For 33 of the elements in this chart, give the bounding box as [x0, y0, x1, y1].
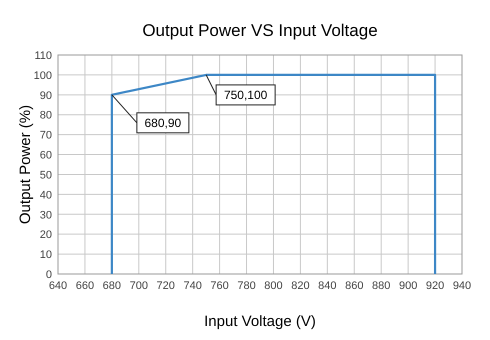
- y-tick-label: 70: [40, 130, 52, 142]
- y-tick-label: 0: [46, 269, 52, 281]
- x-tick-label: 720: [156, 280, 175, 292]
- y-tick-label: 10: [40, 249, 52, 262]
- x-tick-label: 820: [291, 280, 310, 292]
- x-axis-title: Input Voltage (V): [204, 313, 316, 330]
- y-axis-title: Output Power (%): [17, 104, 34, 224]
- x-tick-label: 640: [48, 280, 68, 292]
- x-tick-label: 660: [76, 280, 94, 292]
- y-tick-label: 40: [40, 189, 52, 202]
- x-tick-label: 900: [398, 280, 418, 292]
- x-tick-label: 800: [264, 280, 283, 292]
- y-tick-label: 110: [34, 50, 52, 62]
- x-tick-label: 840: [318, 280, 337, 292]
- y-tick-label: 90: [40, 90, 52, 102]
- x-tick-label: 880: [372, 280, 390, 292]
- annotation: 750,100: [224, 88, 268, 102]
- chart-title: Output Power VS Input Voltage: [142, 21, 378, 40]
- y-tick-label: 30: [40, 209, 52, 222]
- x-tick-label: 680: [102, 280, 122, 292]
- x-tick-label: 700: [130, 280, 148, 292]
- y-tick-label: 80: [40, 110, 52, 122]
- y-tick-label: 100: [34, 70, 52, 82]
- y-tick-label: 60: [40, 150, 52, 162]
- x-tick-label: 860: [345, 280, 364, 292]
- x-tick-label: 940: [452, 280, 472, 292]
- y-tick-label: 50: [40, 169, 52, 182]
- y-tick-label: 20: [40, 229, 52, 242]
- annotation: 680,90: [144, 116, 182, 130]
- x-tick-label: 780: [237, 280, 256, 292]
- x-tick-label: 760: [210, 280, 229, 292]
- x-tick-label: 920: [426, 280, 444, 292]
- x-tick-label: 740: [183, 280, 202, 292]
